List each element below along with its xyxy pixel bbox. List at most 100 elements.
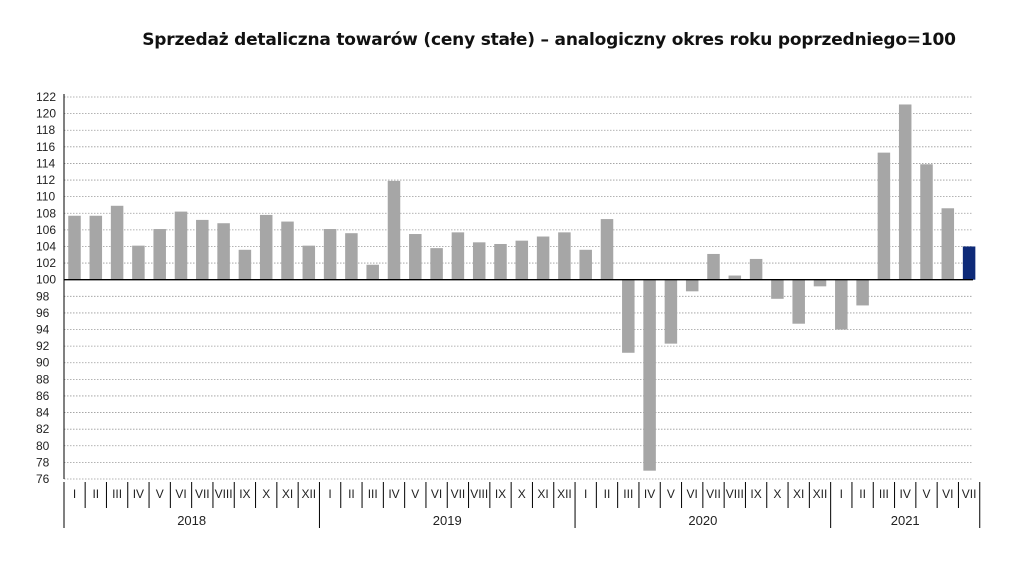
year-label: 2019 xyxy=(433,513,462,528)
month-label: II xyxy=(348,487,355,501)
bar xyxy=(302,245,316,280)
month-label: II xyxy=(92,487,99,501)
bar xyxy=(898,104,912,280)
month-label: V xyxy=(156,487,164,501)
bar xyxy=(451,232,465,280)
bar xyxy=(217,223,230,280)
y-tick-label: 108 xyxy=(36,206,56,220)
month-label: XI xyxy=(537,487,548,501)
bar xyxy=(579,249,592,280)
y-tick-label: 112 xyxy=(36,173,55,187)
month-label: VII xyxy=(195,487,210,501)
y-tick-label: 82 xyxy=(36,422,50,436)
bar xyxy=(281,221,294,280)
bar xyxy=(856,279,869,306)
bar xyxy=(409,234,422,280)
gridlines xyxy=(64,96,973,480)
bar xyxy=(345,233,358,280)
month-label: X xyxy=(773,487,781,501)
bar xyxy=(515,240,529,280)
y-tick-label: 86 xyxy=(36,389,50,403)
month-label: VIII xyxy=(470,487,488,501)
y-tick-label: 88 xyxy=(36,372,50,386)
year-label: 2021 xyxy=(891,513,920,528)
bar xyxy=(132,245,145,280)
bars xyxy=(68,104,976,471)
month-label: IV xyxy=(388,487,399,501)
y-tick-label: 106 xyxy=(36,223,56,237)
y-tick-label: 110 xyxy=(36,190,55,204)
bar xyxy=(366,264,379,280)
year-label: 2018 xyxy=(177,513,206,528)
bar xyxy=(920,164,933,280)
month-label: I xyxy=(328,487,331,501)
month-label: VI xyxy=(942,487,953,501)
month-label: IX xyxy=(239,487,250,501)
month-label: IV xyxy=(133,487,144,501)
y-tick-label: 84 xyxy=(36,406,50,420)
month-label: VI xyxy=(687,487,698,501)
bar xyxy=(771,279,784,299)
month-label: I xyxy=(840,487,843,501)
month-label: IV xyxy=(644,487,655,501)
y-tick-label: 114 xyxy=(36,156,55,170)
month-label: VI xyxy=(431,487,442,501)
bar xyxy=(877,152,891,280)
bar xyxy=(387,180,401,280)
bar xyxy=(664,279,678,344)
chart-title: Sprzedaż detaliczna towarów (ceny stałe)… xyxy=(142,30,956,50)
axis-labels: 76 78 80 82 84 86 88 90 92 94 96 98 100 102 104 106 108 1… xyxy=(36,90,976,528)
month-label: II xyxy=(859,487,866,501)
month-label: VII xyxy=(962,487,977,501)
month-label: XI xyxy=(282,487,293,501)
month-label: III xyxy=(368,487,378,501)
bar xyxy=(68,215,81,280)
y-tick-label: 102 xyxy=(36,256,56,270)
month-label: VI xyxy=(175,487,186,501)
bar xyxy=(643,279,656,471)
month-label: VIII xyxy=(726,487,744,501)
month-label: IX xyxy=(495,487,506,501)
bar xyxy=(430,248,443,280)
y-tick-label: 96 xyxy=(36,306,50,320)
month-label: II xyxy=(604,487,611,501)
y-tick-label: 122 xyxy=(36,90,56,104)
bar xyxy=(196,219,209,280)
bar xyxy=(558,232,571,280)
month-label: XII xyxy=(301,487,316,501)
y-tick-label: 104 xyxy=(36,239,56,253)
bar xyxy=(153,229,166,280)
month-label: XI xyxy=(793,487,804,501)
month-label: IV xyxy=(900,487,911,501)
bar xyxy=(728,275,742,280)
y-tick-label: 80 xyxy=(36,439,50,453)
y-tick-label: 98 xyxy=(36,289,50,303)
bar xyxy=(941,208,955,280)
month-label: V xyxy=(667,487,675,501)
y-tick-label: 76 xyxy=(36,472,50,486)
bar xyxy=(323,229,337,280)
month-label: XII xyxy=(557,487,572,501)
bar xyxy=(494,243,507,280)
bar xyxy=(835,279,848,330)
month-label: VIII xyxy=(215,487,233,501)
month-label: XII xyxy=(813,487,828,501)
axes xyxy=(63,94,981,528)
month-label: V xyxy=(411,487,419,501)
bar xyxy=(622,279,635,353)
bar xyxy=(707,253,720,280)
month-label: V xyxy=(922,487,930,501)
bar xyxy=(536,236,550,280)
bar xyxy=(685,279,699,292)
y-tick-label: 116 xyxy=(36,140,55,154)
y-tick-label: 120 xyxy=(36,107,56,121)
month-label: III xyxy=(879,487,889,501)
bar xyxy=(962,246,976,280)
bar xyxy=(600,219,614,280)
y-tick-label: 78 xyxy=(36,455,50,469)
y-tick-label: 100 xyxy=(36,273,56,287)
month-label: VII xyxy=(706,487,721,501)
month-label: I xyxy=(584,487,587,501)
year-label: 2020 xyxy=(688,513,717,528)
